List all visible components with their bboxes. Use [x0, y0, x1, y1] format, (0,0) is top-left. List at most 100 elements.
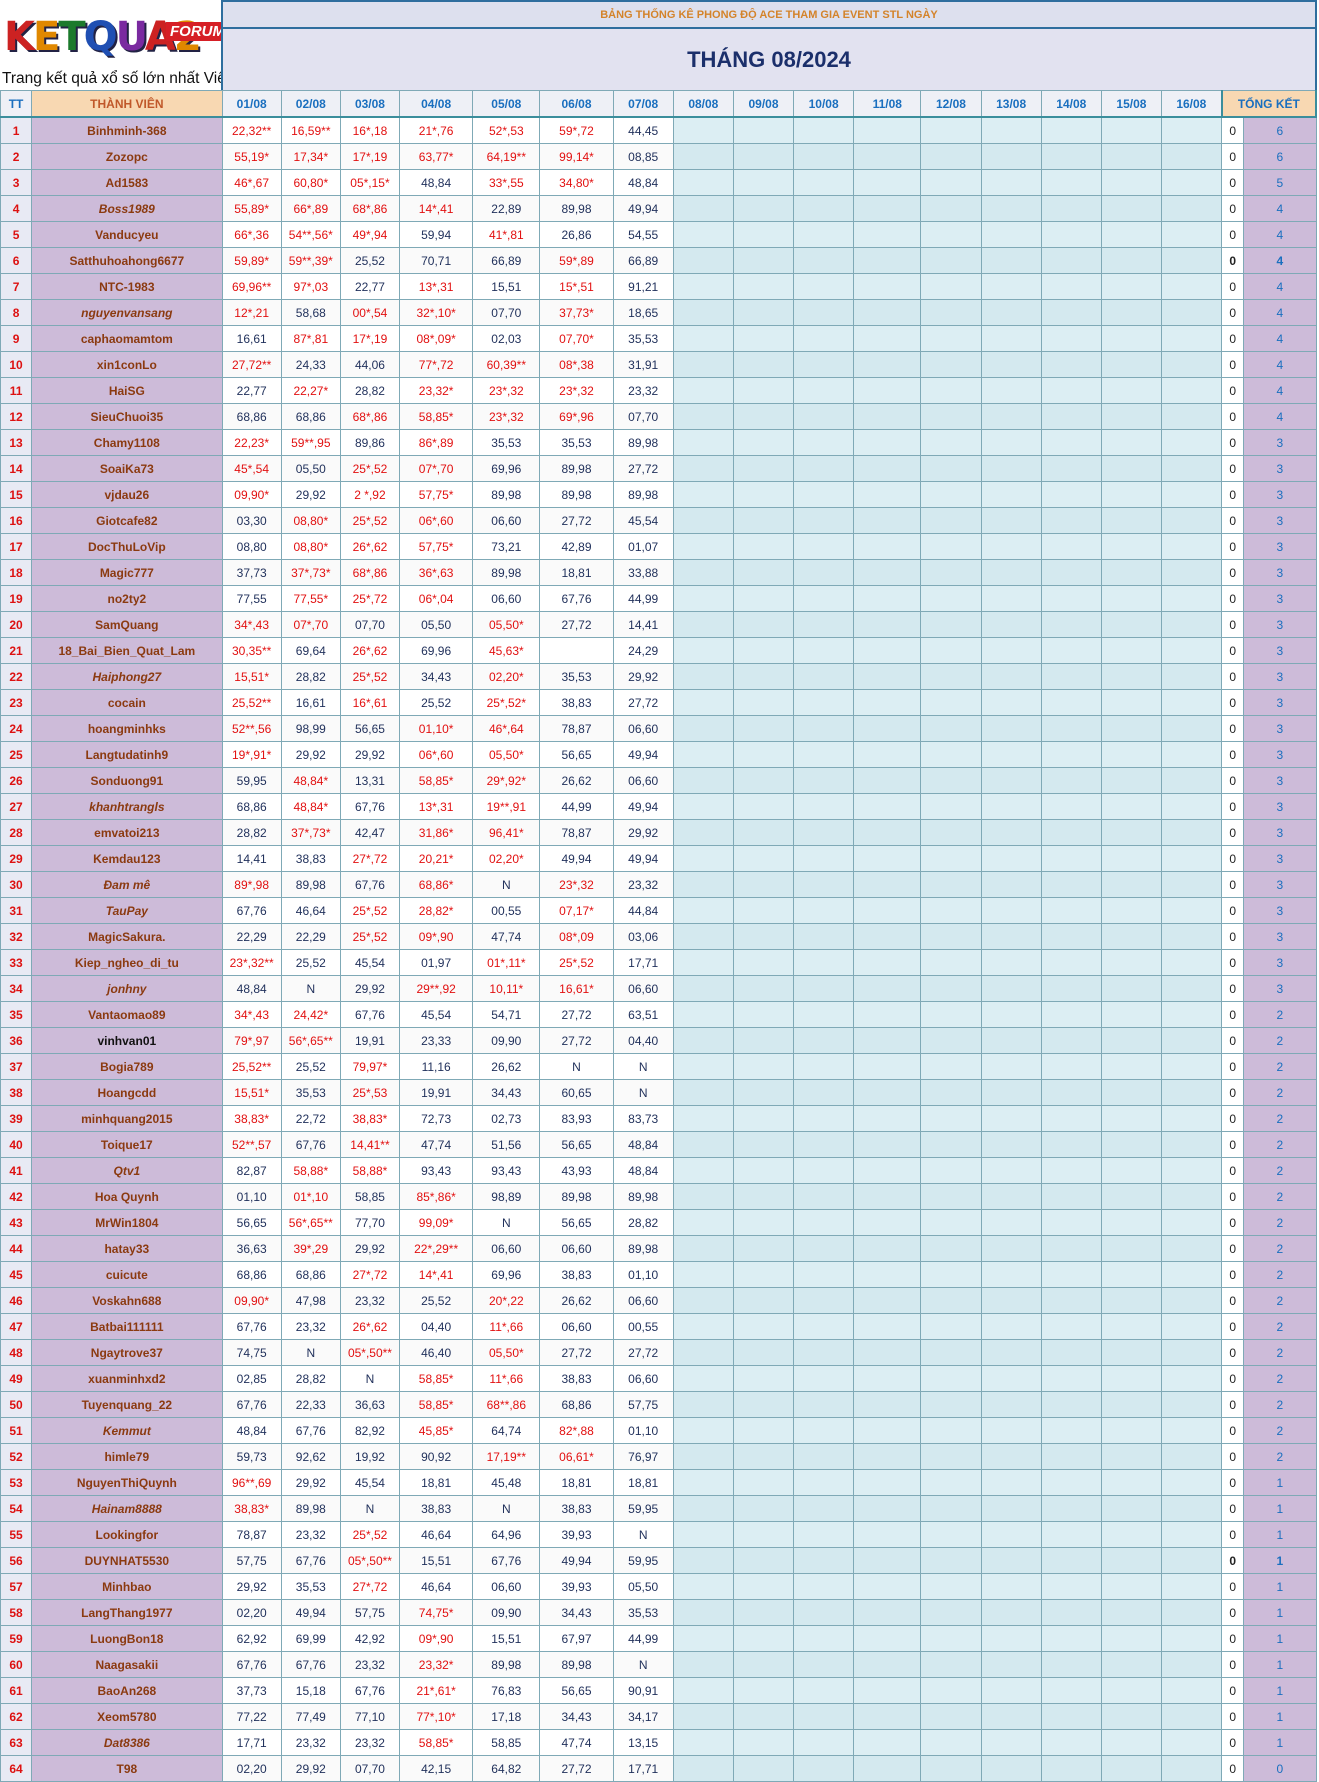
empty-day-cell [1100, 1599, 1163, 1626]
member-name: xuanminhxd2 [31, 1365, 223, 1392]
day-result-cell: 14,41 [612, 611, 674, 638]
empty-day-cell [920, 455, 982, 482]
day-result-cell: 74,75* [399, 1599, 474, 1626]
table-row: 17 DocThuLoVip 08,80 08,80* 26*,62 57,75* 73,2… [0, 533, 1317, 560]
empty-day-cell [672, 923, 734, 950]
empty-day-cell [853, 1079, 922, 1106]
col-header-date: 06/08 [539, 90, 614, 118]
day-result-cell: 07*,70 [399, 455, 474, 482]
empty-day-cell [920, 429, 982, 456]
empty-day-cell [793, 351, 855, 378]
empty-day-cell [1040, 559, 1102, 586]
member-name: no2ty2 [31, 585, 223, 612]
ketqua2-logo[interactable]: KETQUA2 FORUM Trang kết quả xổ số lớn nh… [0, 0, 223, 90]
row-number: 24 [0, 715, 33, 742]
table-row: 52 himle79 59,73 92,62 19,92 90,92 17,19** 06,6… [0, 1443, 1317, 1470]
table-row: 40 Toique17 52**,57 67,76 14,41** 47,74 51,56 5… [0, 1131, 1317, 1158]
summary-total-cell: 4 [1243, 247, 1317, 274]
summary-zero-cell: 0 [1221, 949, 1245, 976]
empty-day-cell [920, 1391, 982, 1418]
empty-day-cell [732, 116, 795, 144]
empty-day-cell [1161, 611, 1223, 638]
day-result-cell: 06,60 [472, 585, 541, 612]
summary-zero-cell: 0 [1221, 897, 1245, 924]
day-result-cell: 16,59** [280, 116, 341, 144]
col-header-date: 08/08 [672, 90, 734, 118]
row-number: 2 [0, 143, 33, 170]
day-result-cell: 58,85 [472, 1729, 541, 1756]
empty-day-cell [672, 247, 734, 274]
day-result-cell: 28,82* [399, 897, 474, 924]
empty-day-cell [853, 819, 922, 846]
summary-total-cell: 2 [1243, 1443, 1317, 1470]
day-result-cell: 49*,94 [339, 221, 401, 248]
row-number: 48 [0, 1339, 33, 1366]
empty-day-cell [1040, 1651, 1102, 1678]
day-result-cell: 92,62 [280, 1443, 341, 1470]
empty-day-cell [1040, 1443, 1102, 1470]
day-result-cell: 01,97 [399, 949, 474, 976]
empty-day-cell [732, 351, 795, 378]
day-result-cell: 47,74 [472, 923, 541, 950]
empty-day-cell [1100, 1235, 1163, 1262]
day-result-cell: 27,72 [539, 1339, 614, 1366]
empty-day-cell [1040, 1001, 1102, 1028]
day-result-cell: 15,18 [280, 1677, 341, 1704]
day-result-cell: 23,32 [339, 1287, 401, 1314]
row-number: 20 [0, 611, 33, 638]
member-name: Minhbao [31, 1573, 223, 1600]
col-header-tt: TT [0, 90, 33, 118]
empty-day-cell [672, 663, 734, 690]
summary-total-cell: 3 [1243, 793, 1317, 820]
row-number: 59 [0, 1625, 33, 1652]
empty-day-cell [1161, 1079, 1223, 1106]
day-result-cell: 48,84* [280, 793, 341, 820]
empty-day-cell [980, 1729, 1042, 1756]
day-result-cell: 23,32 [339, 1651, 401, 1678]
empty-day-cell [980, 975, 1042, 1002]
day-result-cell: 05*,15* [339, 169, 401, 196]
day-result-cell: 57,75* [399, 533, 474, 560]
row-number: 33 [0, 949, 33, 976]
day-result-cell: 38,83 [539, 689, 614, 716]
day-result-cell: 68,86 [539, 1391, 614, 1418]
empty-day-cell [980, 273, 1042, 300]
empty-day-cell [732, 637, 795, 664]
summary-zero-cell: 0 [1221, 1313, 1245, 1340]
row-number: 37 [0, 1053, 33, 1080]
table-row: 4 Boss1989 55,89* 66*,89 68*,86 14*,41 22,89 89… [0, 195, 1317, 222]
empty-day-cell [920, 715, 982, 742]
empty-day-cell [672, 637, 734, 664]
empty-day-cell [793, 1027, 855, 1054]
day-result-cell: 56,65 [539, 741, 614, 768]
day-result-cell: 68*,86 [339, 195, 401, 222]
table-row: 64 T98 02,20 29,92 07,70 42,15 64,82 27,72 17,71… [0, 1755, 1317, 1782]
empty-day-cell [920, 1495, 982, 1522]
day-result-cell: 59,95 [612, 1495, 674, 1522]
day-result-cell: 34*,43 [221, 1001, 282, 1028]
empty-day-cell [793, 1729, 855, 1756]
day-result-cell: 45,54 [339, 1469, 401, 1496]
empty-day-cell [920, 403, 982, 430]
day-result-cell: 29**,92 [399, 975, 474, 1002]
summary-total-cell: 4 [1243, 325, 1317, 352]
table-row: 22 Haiphong27 15,51* 28,82 25*,52 34,43 02,20*… [0, 663, 1317, 690]
empty-day-cell [920, 195, 982, 222]
day-result-cell: 35,53 [280, 1079, 341, 1106]
day-result-cell: 22,29 [221, 923, 282, 950]
day-result-cell: 09,90* [221, 1287, 282, 1314]
empty-day-cell [672, 1339, 734, 1366]
member-name: vjdau26 [31, 481, 223, 508]
empty-day-cell [793, 1287, 855, 1314]
day-result-cell: 06,60 [472, 507, 541, 534]
empty-day-cell [672, 1183, 734, 1210]
day-result-cell: 00,55 [472, 897, 541, 924]
empty-day-cell [672, 585, 734, 612]
summary-total-cell: 2 [1243, 1287, 1317, 1314]
empty-day-cell [732, 1469, 795, 1496]
day-result-cell: 90,92 [399, 1443, 474, 1470]
empty-day-cell [980, 1469, 1042, 1496]
empty-day-cell [1040, 975, 1102, 1002]
day-result-cell: 18,81 [539, 559, 614, 586]
day-result-cell: 35,53 [539, 663, 614, 690]
